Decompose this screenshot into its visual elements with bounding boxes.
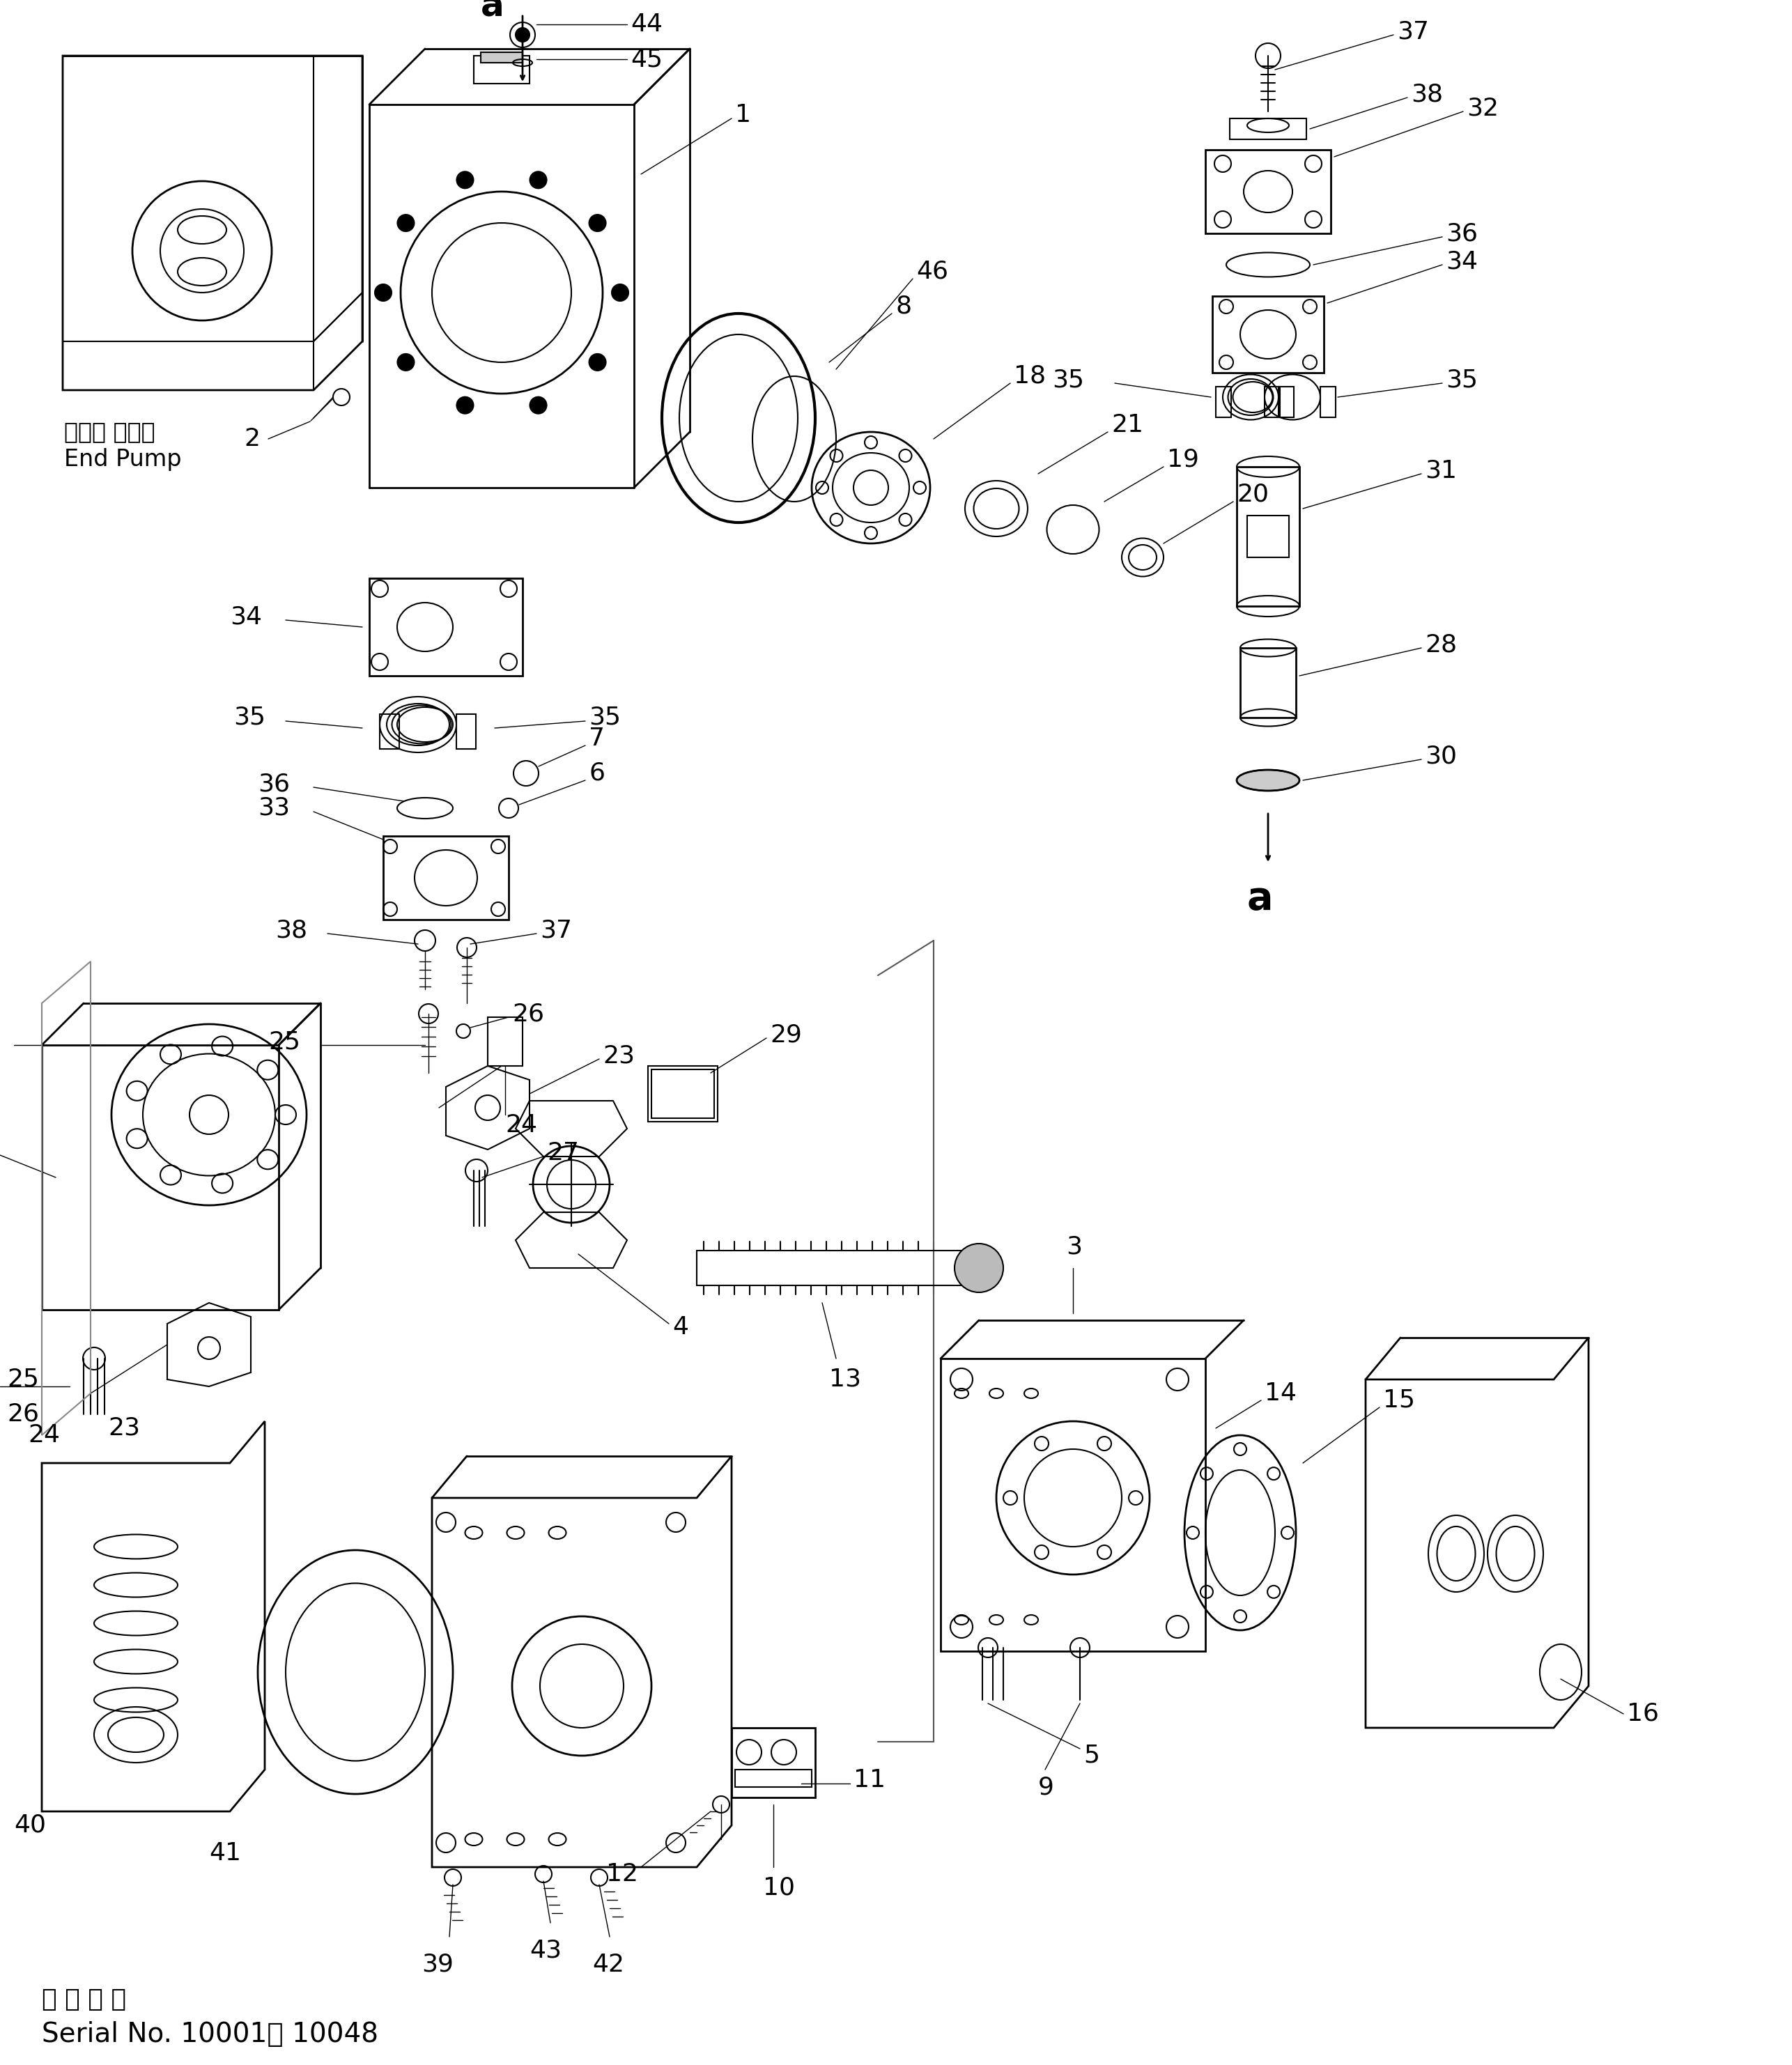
- Bar: [1247, 516, 1288, 558]
- Circle shape: [516, 27, 529, 41]
- Text: 35: 35: [590, 706, 620, 729]
- Bar: [1278, 386, 1294, 417]
- Text: End Pump: End Pump: [65, 448, 181, 471]
- Circle shape: [375, 285, 392, 301]
- Text: 26: 26: [513, 1002, 545, 1026]
- Text: 25: 25: [269, 1030, 301, 1053]
- Bar: [487, 1018, 523, 1066]
- Bar: [649, 1066, 717, 1121]
- Text: 8: 8: [896, 295, 912, 318]
- Text: a: a: [480, 0, 504, 23]
- Bar: [1321, 386, 1335, 417]
- Text: 45: 45: [631, 47, 663, 70]
- Text: エンド ポンプ: エンド ポンプ: [65, 421, 156, 444]
- Circle shape: [457, 171, 473, 188]
- Bar: [383, 836, 509, 919]
- Text: 11: 11: [853, 1768, 885, 1792]
- Circle shape: [530, 171, 547, 188]
- Text: 23: 23: [108, 1417, 140, 1439]
- Circle shape: [398, 353, 414, 370]
- Text: 40: 40: [14, 1813, 47, 1838]
- Bar: [697, 1251, 962, 1284]
- Text: 24: 24: [29, 1423, 59, 1448]
- Text: 23: 23: [602, 1043, 634, 1068]
- Text: 46: 46: [916, 260, 948, 283]
- Text: 42: 42: [591, 1953, 624, 1976]
- Text: 34: 34: [1446, 250, 1478, 273]
- Circle shape: [590, 215, 606, 231]
- Text: 21: 21: [1111, 413, 1143, 438]
- Bar: [480, 52, 523, 62]
- Text: 4: 4: [672, 1315, 688, 1338]
- Text: 7: 7: [590, 727, 604, 750]
- Bar: [1236, 467, 1299, 607]
- Text: 35: 35: [1052, 368, 1084, 392]
- Text: Serial No. 10001～ 10048: Serial No. 10001～ 10048: [41, 2022, 378, 2048]
- Circle shape: [611, 285, 629, 301]
- Ellipse shape: [1236, 770, 1299, 791]
- Text: 1: 1: [735, 103, 751, 126]
- Bar: [652, 1070, 715, 1117]
- Bar: [735, 1770, 812, 1786]
- Bar: [1213, 295, 1324, 372]
- Bar: [1229, 118, 1306, 138]
- Text: 35: 35: [1446, 368, 1478, 392]
- Text: 34: 34: [229, 605, 262, 628]
- Text: 24: 24: [505, 1113, 538, 1138]
- Text: 5: 5: [1084, 1743, 1100, 1768]
- Text: 36: 36: [1446, 221, 1478, 246]
- Text: 27: 27: [547, 1142, 579, 1165]
- Text: 36: 36: [258, 772, 290, 795]
- Text: 3: 3: [1066, 1235, 1082, 1260]
- Text: 6: 6: [590, 762, 604, 785]
- Bar: [369, 578, 523, 675]
- Bar: [1265, 386, 1279, 417]
- Text: 32: 32: [1466, 97, 1498, 120]
- Text: 14: 14: [1265, 1381, 1297, 1404]
- Circle shape: [457, 396, 473, 413]
- Bar: [1206, 151, 1331, 233]
- Circle shape: [590, 353, 606, 370]
- Text: 43: 43: [529, 1939, 561, 1962]
- Circle shape: [955, 1243, 1004, 1293]
- Text: 適 用 号 機: 適 用 号 機: [41, 1989, 125, 2011]
- Text: 26: 26: [7, 1402, 39, 1427]
- Text: 16: 16: [1627, 1702, 1659, 1726]
- Circle shape: [398, 215, 414, 231]
- Text: 38: 38: [1410, 83, 1443, 105]
- Text: 19: 19: [1167, 448, 1199, 471]
- Bar: [473, 56, 529, 83]
- Text: 29: 29: [771, 1022, 801, 1047]
- Text: 25: 25: [7, 1367, 39, 1392]
- Text: 41: 41: [210, 1842, 242, 1865]
- Bar: [380, 714, 400, 750]
- Text: 12: 12: [606, 1863, 638, 1885]
- Text: 13: 13: [830, 1367, 862, 1392]
- Bar: [941, 1359, 1206, 1652]
- Bar: [1215, 386, 1231, 417]
- Text: 44: 44: [631, 12, 663, 37]
- Text: 33: 33: [258, 797, 290, 820]
- Text: 37: 37: [539, 919, 572, 942]
- Text: 37: 37: [1398, 19, 1428, 43]
- Text: 10: 10: [763, 1877, 796, 1900]
- Text: 39: 39: [421, 1953, 453, 1976]
- Text: 15: 15: [1383, 1388, 1416, 1412]
- Text: 28: 28: [1425, 632, 1457, 657]
- Text: 38: 38: [276, 919, 308, 942]
- Bar: [457, 714, 477, 750]
- Text: 2: 2: [244, 427, 260, 450]
- Text: 9: 9: [1038, 1776, 1054, 1799]
- Circle shape: [530, 396, 547, 413]
- Bar: [1240, 648, 1296, 719]
- Text: 35: 35: [233, 706, 265, 729]
- Text: a: a: [1247, 880, 1274, 917]
- Text: 20: 20: [1236, 483, 1269, 506]
- Text: 30: 30: [1425, 743, 1457, 768]
- Text: 31: 31: [1425, 458, 1457, 481]
- Bar: [731, 1728, 815, 1797]
- Text: 18: 18: [1014, 363, 1047, 388]
